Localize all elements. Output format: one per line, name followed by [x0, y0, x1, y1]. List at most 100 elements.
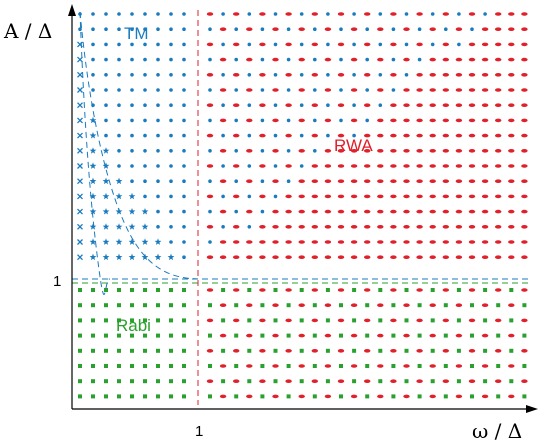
rabi-square-marker: [104, 364, 108, 368]
rwa-ellipse-marker: [481, 133, 489, 138]
rwa-ellipse-marker: [468, 194, 476, 199]
rwa-ellipse-marker: [442, 194, 449, 199]
rwa-ellipse-marker: [324, 240, 332, 244]
rabi-square-marker: [169, 379, 173, 384]
tm-dot-marker: [169, 225, 173, 229]
tm-dot-marker: [130, 12, 134, 16]
rwa-ellipse-marker: [468, 12, 476, 16]
rabi-square-marker: [78, 288, 82, 292]
tm-dot-marker: [156, 103, 160, 107]
rabi-square-marker: [156, 288, 160, 292]
tm-dot-marker: [313, 118, 317, 123]
rwa-ellipse-marker: [403, 179, 410, 183]
tm-dot-marker: [404, 12, 409, 16]
tm-star-marker: [115, 192, 123, 200]
rabi-square-marker: [143, 288, 147, 292]
tm-dot-marker: [143, 88, 147, 92]
rabi-square-marker: [221, 318, 226, 323]
tm-dot-marker: [130, 118, 134, 123]
rwa-ellipse-marker: [455, 394, 463, 399]
rwa-ellipse-marker: [403, 57, 410, 62]
rwa-ellipse-marker: [495, 179, 502, 183]
rwa-ellipse-marker: [508, 12, 515, 16]
rwa-ellipse-marker: [429, 240, 436, 244]
tm-star-marker: [128, 192, 136, 200]
tm-dot-marker: [326, 133, 330, 138]
rwa-ellipse-marker: [521, 133, 528, 138]
rabi-square-marker: [130, 333, 134, 338]
rabi-square-marker: [91, 318, 95, 323]
rwa-ellipse-marker: [495, 88, 502, 92]
tm-dot-marker: [273, 103, 278, 107]
rabi-square-marker: [78, 318, 82, 323]
tm-dot-marker: [417, 27, 422, 32]
tm-star-marker: [89, 116, 97, 124]
rabi-square-marker: [483, 379, 488, 384]
rwa-ellipse-marker: [390, 255, 397, 259]
tm-dot-marker: [182, 194, 186, 199]
tm-dot-marker: [430, 42, 435, 47]
rwa-ellipse-marker: [442, 118, 449, 123]
rwa-ellipse-marker: [481, 303, 489, 308]
rwa-ellipse-marker: [390, 349, 397, 353]
tm-dot-marker: [182, 164, 186, 168]
rwa-ellipse-marker: [455, 27, 463, 32]
rabi-square-marker: [325, 318, 330, 323]
tm-dot-marker: [260, 88, 265, 92]
tm-dot-marker: [169, 88, 173, 92]
tm-dot-marker: [182, 149, 186, 153]
rabi-square-marker: [143, 394, 147, 399]
rwa-ellipse-marker: [350, 149, 358, 153]
tm-star-marker: [102, 223, 110, 230]
tm-dot-marker: [260, 57, 265, 62]
tm-dot-marker: [208, 209, 212, 214]
rwa-ellipse-marker: [390, 179, 397, 183]
tm-star-marker: [89, 208, 97, 215]
tm-dot-marker: [378, 12, 383, 16]
rabi-square-marker: [78, 348, 82, 353]
tm-dot-marker: [234, 88, 238, 92]
rwa-ellipse-marker: [219, 303, 227, 308]
rwa-ellipse-marker: [416, 349, 423, 353]
rwa-ellipse-marker: [390, 164, 397, 168]
tm-star-marker: [128, 238, 136, 245]
tm-dot-marker: [273, 133, 278, 138]
tm-star-marker: [89, 177, 97, 185]
rwa-ellipse-marker: [298, 149, 305, 153]
rwa-ellipse-marker: [233, 240, 240, 244]
rabi-square-marker: [312, 333, 317, 338]
rwa-ellipse-marker: [364, 349, 371, 353]
rwa-ellipse-marker: [233, 318, 240, 323]
rwa-ellipse-marker: [455, 118, 463, 123]
rwa-ellipse-marker: [259, 225, 266, 229]
rwa-ellipse-marker: [364, 194, 371, 199]
rwa-ellipse-marker: [442, 88, 449, 92]
rwa-ellipse-marker: [377, 88, 384, 92]
tm-dot-marker: [352, 42, 356, 47]
rwa-ellipse-marker: [272, 333, 279, 338]
rwa-ellipse-marker: [246, 255, 253, 259]
rwa-ellipse-marker: [311, 194, 318, 199]
rwa-ellipse-marker: [429, 179, 436, 183]
rabi-square-marker: [91, 394, 95, 399]
tm-dot-marker: [352, 12, 356, 16]
rabi-square-marker: [104, 379, 108, 384]
rabi-square-marker: [391, 303, 396, 308]
rwa-ellipse-marker: [311, 209, 318, 214]
rwa-ellipse-marker: [298, 88, 305, 92]
rwa-ellipse-marker: [495, 240, 502, 244]
rwa-ellipse-marker: [442, 133, 449, 138]
rwa-ellipse-marker: [416, 288, 423, 292]
rwa-ellipse-marker: [442, 349, 449, 353]
rwa-ellipse-marker: [350, 57, 358, 62]
tm-dot-marker: [339, 57, 343, 62]
rwa-ellipse-marker: [495, 149, 502, 153]
rwa-ellipse-marker: [206, 379, 214, 384]
rwa-ellipse-marker: [337, 12, 345, 16]
rabi-square-marker: [286, 333, 291, 338]
rabi-square-marker: [182, 348, 186, 353]
rabi-square-marker: [312, 364, 317, 368]
tm-star-marker: [141, 223, 149, 230]
rwa-ellipse-marker: [246, 209, 253, 214]
tm-dot-marker: [130, 164, 134, 168]
